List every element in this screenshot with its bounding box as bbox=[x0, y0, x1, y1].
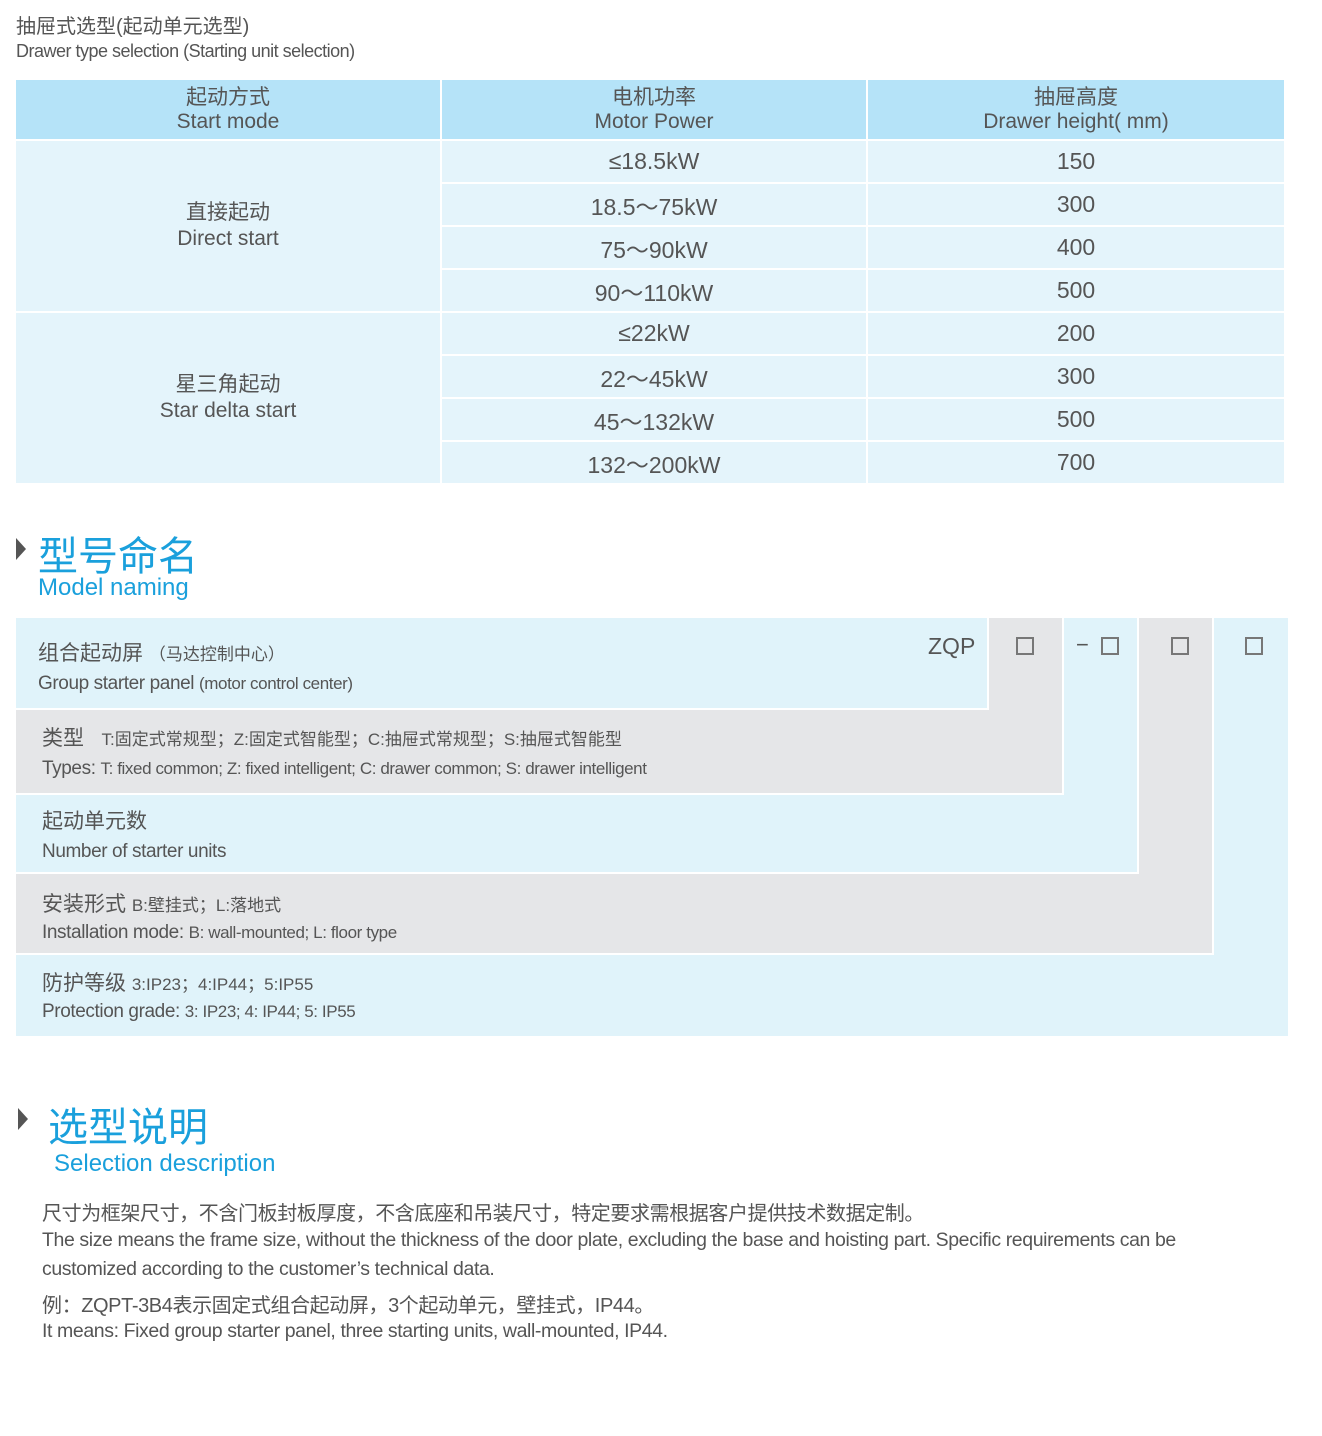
row-cn: 起动单元数 bbox=[42, 810, 147, 833]
naming-row-installation: 安装形式 B:壁挂式；L:落地式 Installation mode: B: w… bbox=[42, 888, 397, 944]
row-cn: 组合起动屏 bbox=[38, 642, 143, 665]
start-mode-cell: 星三角起动 Star delta start bbox=[16, 311, 442, 485]
drawer-height-cell: 400 bbox=[867, 225, 1284, 270]
protection-box-icon bbox=[1245, 637, 1263, 655]
row-en-note: (motor control center) bbox=[199, 674, 353, 693]
drawer-height-cell: 700 bbox=[867, 440, 1284, 485]
table-row: 45～132kW 500 bbox=[16, 397, 1284, 442]
row-cn: 类型 bbox=[42, 727, 84, 750]
naming-row-units: 起动单元数 Number of starter units bbox=[42, 805, 226, 863]
table-row: 75～90kW 400 bbox=[16, 225, 1284, 270]
desc-line: The size means the frame size, without t… bbox=[42, 1229, 1176, 1251]
desc-line: It means: Fixed group starter panel, thr… bbox=[42, 1320, 668, 1342]
row-cn-note: （马达控制中心） bbox=[148, 645, 285, 664]
model-prefix: ZQP bbox=[928, 633, 976, 659]
table-row: 22～45kW 300 bbox=[16, 354, 1284, 399]
dash: − bbox=[1076, 632, 1089, 657]
row-en-note: 3: IP23; 4: IP44; 5: IP55 bbox=[184, 1002, 356, 1021]
section-title-en: Drawer type selection (Starting unit sel… bbox=[16, 41, 355, 61]
row-en: Number of starter units bbox=[42, 841, 227, 862]
header-en: Motor Power bbox=[594, 109, 714, 133]
desc-line: 例：ZQPT-3B4表示固定式组合起动屏，3个起动单元，壁挂式，IP44。 bbox=[42, 1295, 654, 1317]
row-cn-note: B:壁挂式；L:落地式 bbox=[131, 896, 282, 915]
motor-power-cell: 45～132kW bbox=[441, 397, 868, 442]
motor-power-cell: 18.5～75kW bbox=[441, 182, 868, 227]
section-title-cn: 抽屉式选型(起动单元选型) bbox=[16, 16, 250, 38]
row-en-note: B: wall-mounted; L: floor type bbox=[188, 923, 398, 942]
header-cn: 电机功率 bbox=[612, 85, 696, 109]
motor-power-cell: 75～90kW bbox=[441, 225, 868, 270]
model-naming-title-en: Model naming bbox=[38, 574, 189, 601]
drawer-height-cell: 300 bbox=[867, 182, 1284, 227]
start-mode-cell: 直接起动 Direct start bbox=[16, 139, 442, 313]
row-en: Protection grade: bbox=[42, 1001, 180, 1022]
mode-en: Direct start bbox=[177, 227, 279, 250]
section-arrow-icon bbox=[18, 1108, 28, 1130]
table-row: 18.5～75kW 300 bbox=[16, 182, 1284, 227]
layer-panel bbox=[16, 618, 989, 710]
header-en: Start mode bbox=[176, 109, 280, 133]
section-arrow-icon bbox=[16, 538, 26, 560]
mode-cn: 直接起动 bbox=[186, 201, 270, 224]
naming-row-protection: 防护等级 3:IP23；4:IP44；5:IP55 Protection gra… bbox=[42, 967, 356, 1023]
table-row: 90～110kW 500 bbox=[16, 268, 1284, 313]
drawer-height-cell: 500 bbox=[867, 397, 1284, 442]
header-en: Drawer height( mm) bbox=[983, 109, 1169, 133]
naming-row-types: 类型 T:固定式常规型；Z:固定式智能型；C:抽屉式常规型；S:抽屉式智能型 T… bbox=[42, 722, 647, 780]
header-cn: 抽屉高度 bbox=[1034, 85, 1118, 109]
mode-en: Star delta start bbox=[159, 399, 297, 422]
column-header-start-mode: 起动方式 Start mode bbox=[16, 80, 442, 140]
row-cn: 安装形式 bbox=[42, 893, 126, 916]
table-row: 星三角起动 Star delta start ≤22kW 200 bbox=[16, 311, 1284, 485]
column-header-motor-power: 电机功率 Motor Power bbox=[441, 80, 868, 140]
drawer-height-cell: 500 bbox=[867, 268, 1284, 313]
naming-row-panel: 组合起动屏 （马达控制中心） Group starter panel (moto… bbox=[38, 637, 353, 695]
model-naming-title-cn: 型号命名 bbox=[38, 535, 198, 579]
desc-line: customized according to the customer’s t… bbox=[42, 1258, 495, 1280]
drawer-height-cell: 200 bbox=[867, 311, 1284, 356]
mode-cn: 星三角起动 bbox=[175, 373, 281, 396]
column-header-drawer-height: 抽屉高度 Drawer height( mm) bbox=[867, 80, 1284, 140]
motor-power-cell: ≤18.5kW bbox=[441, 139, 868, 184]
motor-power-cell: 132～200kW bbox=[441, 440, 868, 485]
motor-power-cell: ≤22kW bbox=[441, 311, 868, 356]
row-cn-note: 3:IP23；4:IP44；5:IP55 bbox=[131, 975, 314, 994]
header-cn: 起动方式 bbox=[186, 85, 270, 109]
selection-title-cn: 选型说明 bbox=[48, 1106, 208, 1150]
row-en: Types: bbox=[42, 758, 96, 779]
row-cn-note: T:固定式常规型；Z:固定式智能型；C:抽屉式常规型；S:抽屉式智能型 bbox=[101, 730, 622, 749]
drawer-selection-table: 起动方式 Start mode 电机功率 Motor Power 抽屉高度 Drawe… bbox=[16, 80, 1284, 485]
row-cn: 防护等级 bbox=[42, 972, 126, 995]
drawer-height-cell: 300 bbox=[867, 354, 1284, 399]
table-row: 直接起动 Direct start ≤18.5kW 150 bbox=[16, 139, 1284, 313]
row-en-note: T: fixed common; Z: fixed intelligent; C… bbox=[100, 759, 647, 778]
row-en: Group starter panel bbox=[38, 673, 195, 694]
row-en: Installation mode: bbox=[42, 922, 184, 943]
table-row: 132～200kW 700 bbox=[16, 440, 1284, 485]
motor-power-cell: 90～110kW bbox=[441, 268, 868, 313]
selection-title-en: Selection description bbox=[54, 1150, 276, 1177]
installation-box-icon bbox=[1171, 637, 1189, 655]
type-box-icon bbox=[1016, 637, 1034, 655]
table-header-row: 起动方式 Start mode 电机功率 Motor Power 抽屉高度 Drawe… bbox=[16, 80, 1284, 140]
desc-line: 尺寸为框架尺寸，不含门板封板厚度，不含底座和吊装尺寸，特定要求需根据客户提供技术… bbox=[42, 1203, 924, 1225]
drawer-height-cell: 150 bbox=[867, 139, 1284, 184]
units-box-icon bbox=[1101, 637, 1119, 655]
motor-power-cell: 22～45kW bbox=[441, 354, 868, 399]
